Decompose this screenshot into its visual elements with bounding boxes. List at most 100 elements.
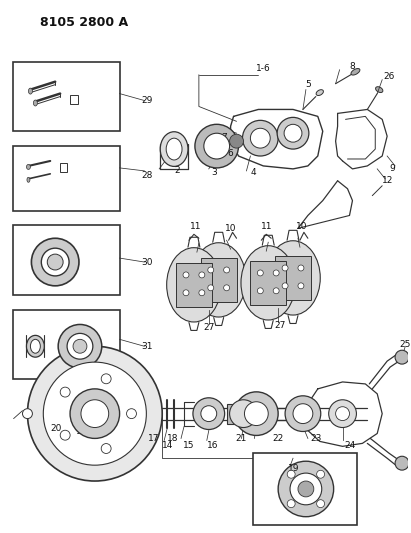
Text: 2: 2 — [174, 166, 180, 175]
Circle shape — [273, 288, 279, 294]
Circle shape — [31, 238, 79, 286]
Circle shape — [70, 389, 120, 439]
Ellipse shape — [376, 87, 383, 93]
Circle shape — [277, 117, 309, 149]
Circle shape — [287, 500, 295, 507]
Circle shape — [298, 481, 314, 497]
Circle shape — [73, 340, 87, 353]
Bar — [13, 225, 120, 295]
Circle shape — [282, 283, 288, 289]
Text: 30: 30 — [142, 257, 153, 266]
Bar — [253, 453, 358, 524]
Text: 16: 16 — [207, 441, 219, 450]
Circle shape — [336, 407, 349, 421]
Circle shape — [395, 456, 409, 470]
Bar — [70, 94, 78, 104]
Circle shape — [183, 272, 189, 278]
Bar — [275, 256, 311, 300]
Circle shape — [316, 470, 325, 478]
Circle shape — [285, 396, 321, 432]
Bar — [13, 62, 120, 131]
Text: 4: 4 — [251, 168, 256, 177]
Circle shape — [28, 346, 162, 481]
Circle shape — [81, 400, 109, 427]
Text: 25: 25 — [399, 340, 411, 349]
Bar — [226, 403, 238, 424]
Circle shape — [58, 325, 102, 368]
Circle shape — [67, 333, 93, 359]
Bar — [13, 146, 120, 211]
Circle shape — [199, 290, 205, 296]
Circle shape — [101, 374, 111, 384]
Circle shape — [43, 362, 146, 465]
Text: 21: 21 — [236, 434, 247, 443]
Circle shape — [257, 288, 263, 294]
Circle shape — [273, 270, 279, 276]
Circle shape — [224, 267, 230, 273]
Circle shape — [235, 392, 278, 435]
Circle shape — [204, 133, 230, 159]
Text: 15: 15 — [183, 441, 195, 450]
Circle shape — [298, 265, 304, 271]
Circle shape — [224, 285, 230, 291]
Circle shape — [195, 124, 238, 168]
Bar — [176, 263, 212, 306]
Text: 1-6: 1-6 — [256, 64, 271, 74]
Text: 27: 27 — [275, 321, 286, 330]
Text: 13: 13 — [76, 427, 88, 436]
Text: 8105 2800 A: 8105 2800 A — [40, 17, 129, 29]
Ellipse shape — [166, 138, 182, 160]
Circle shape — [245, 402, 268, 425]
Text: 18: 18 — [167, 434, 179, 443]
Circle shape — [257, 270, 263, 276]
Text: 17: 17 — [148, 434, 159, 443]
Bar — [13, 310, 120, 379]
Circle shape — [101, 443, 111, 454]
Text: 14: 14 — [162, 441, 173, 450]
Circle shape — [282, 265, 288, 271]
Circle shape — [242, 120, 278, 156]
Text: 7: 7 — [221, 133, 226, 142]
Text: 11: 11 — [190, 222, 202, 231]
Text: 20: 20 — [51, 424, 62, 433]
Text: 22: 22 — [272, 434, 284, 443]
Ellipse shape — [266, 241, 320, 315]
Ellipse shape — [26, 165, 30, 169]
Circle shape — [287, 470, 295, 478]
Text: 10: 10 — [296, 222, 308, 231]
Circle shape — [293, 403, 313, 424]
Circle shape — [284, 124, 302, 142]
Text: 11: 11 — [261, 222, 272, 231]
Circle shape — [208, 285, 214, 291]
Ellipse shape — [27, 177, 30, 182]
Text: 29: 29 — [142, 96, 153, 105]
Circle shape — [127, 409, 136, 418]
Circle shape — [329, 400, 356, 427]
Ellipse shape — [33, 100, 37, 106]
Text: 10: 10 — [225, 224, 236, 233]
Circle shape — [42, 248, 69, 276]
Ellipse shape — [167, 248, 221, 322]
Circle shape — [230, 400, 257, 427]
Ellipse shape — [316, 90, 323, 95]
Text: 8: 8 — [350, 62, 356, 71]
Circle shape — [23, 409, 32, 418]
Text: 28: 28 — [142, 171, 153, 180]
Text: 3: 3 — [211, 168, 217, 177]
Text: 19: 19 — [288, 464, 300, 473]
Circle shape — [250, 128, 270, 148]
Text: 31: 31 — [142, 342, 153, 351]
Ellipse shape — [26, 335, 44, 357]
Circle shape — [395, 350, 409, 364]
Circle shape — [193, 398, 225, 430]
Circle shape — [230, 134, 243, 148]
Circle shape — [208, 267, 214, 273]
Circle shape — [183, 290, 189, 296]
Circle shape — [47, 254, 63, 270]
Ellipse shape — [192, 243, 246, 317]
Circle shape — [60, 387, 70, 397]
Bar — [201, 258, 236, 302]
Circle shape — [60, 430, 70, 440]
Text: 23: 23 — [310, 434, 321, 443]
Text: 18A: 18A — [298, 484, 314, 494]
